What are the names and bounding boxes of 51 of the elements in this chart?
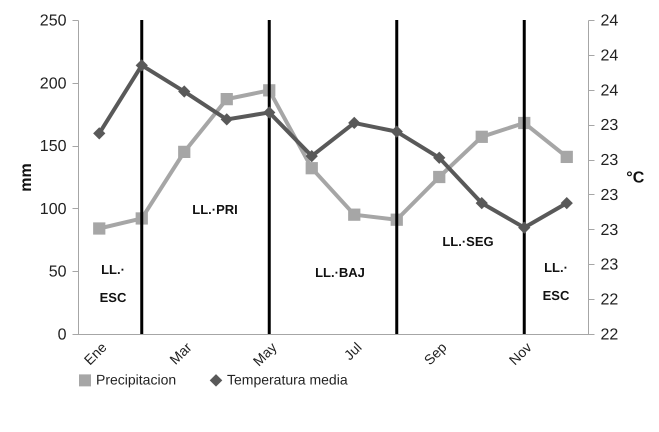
- point: [178, 85, 190, 98]
- x-tick-label: Ene: [80, 338, 110, 368]
- y2-tick-label: 23: [600, 256, 618, 274]
- y2-tick-label: 22: [600, 326, 618, 344]
- legend-label: Temperatura media: [227, 371, 348, 388]
- y2-tick-label: 24: [600, 12, 618, 30]
- annotation: LL.·PRI: [192, 202, 238, 217]
- point: [476, 197, 488, 210]
- point: [220, 93, 233, 106]
- x-tick-label: Jul: [340, 339, 365, 364]
- y2-tick-label: 23: [600, 222, 618, 239]
- annotation: LL.·ESC: [100, 262, 127, 305]
- point: [518, 221, 530, 234]
- y-tick-label: 0: [58, 326, 67, 344]
- point: [136, 59, 148, 72]
- y-axis-title: mm: [18, 163, 35, 192]
- point: [476, 130, 488, 143]
- point: [263, 106, 276, 119]
- y2-tick-label: 24: [600, 82, 618, 100]
- y-tick-label: 100: [40, 200, 67, 218]
- y2-tick-label: 22: [600, 292, 618, 309]
- y-tick-label: 200: [40, 75, 67, 92]
- y-tick-label: 50: [48, 264, 67, 281]
- y2-tick-label: 23: [600, 186, 618, 204]
- legend-label: Precipitacion: [96, 371, 176, 388]
- point: [306, 162, 318, 174]
- x-tick-label: Mar: [166, 338, 195, 368]
- point: [220, 113, 233, 126]
- point: [433, 170, 446, 184]
- point: [348, 208, 360, 221]
- annotation: LL.·SEG: [442, 234, 494, 249]
- y2-axis-title: °C: [626, 170, 645, 186]
- point: [433, 152, 446, 164]
- annotation: LL.·ESC: [542, 260, 570, 303]
- y2-tick-label: 23: [600, 152, 618, 170]
- point: [390, 126, 403, 138]
- x-tick-label: Nov: [506, 339, 535, 368]
- point: [178, 146, 190, 158]
- y2-tick-label: 24: [600, 47, 618, 64]
- y2-tick-label: 23: [600, 117, 618, 134]
- annotation: LL.·BAJ: [315, 265, 365, 280]
- point: [306, 150, 318, 162]
- x-tick-label: Sep: [420, 338, 450, 368]
- point: [348, 116, 360, 130]
- y-tick-label: 250: [40, 12, 67, 30]
- point: [560, 150, 573, 164]
- y-tick-label: 150: [40, 138, 67, 156]
- point: [560, 197, 573, 210]
- point: [93, 222, 106, 235]
- point: [93, 127, 106, 140]
- x-tick-label: May: [250, 339, 280, 370]
